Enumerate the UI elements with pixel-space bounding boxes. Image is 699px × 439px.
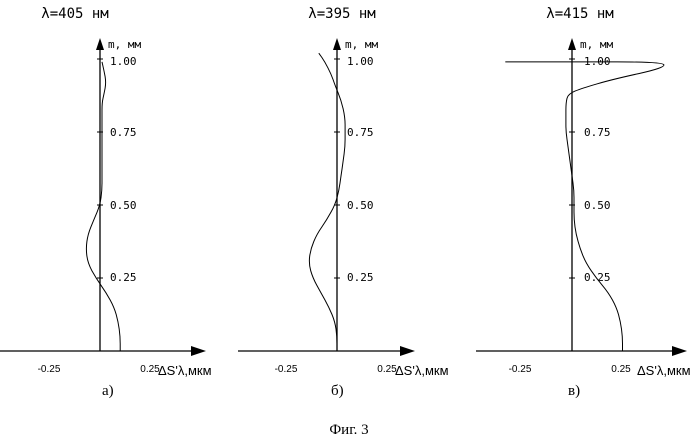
y-tick-label: 0.75: [110, 126, 137, 139]
y-axis-label: m, мм: [580, 38, 613, 51]
x-axis-arrow-icon: [191, 346, 206, 356]
figure-caption: Фиг. 3: [329, 422, 368, 438]
x-tick-label: -0.25: [509, 364, 532, 375]
x-tick-label: -0.25: [275, 364, 298, 375]
y-tick-label: 0.50: [584, 199, 611, 212]
chart-panel-b: λ=395 нм m, мм 0.25 0.50 0.75 1.00 -0.25…: [238, 6, 449, 399]
chart-title: λ=395 нм: [308, 6, 376, 22]
y-tick-label: 0.75: [584, 126, 611, 139]
y-tick-label: 0.25: [347, 271, 374, 284]
chart-title: λ=405 нм: [41, 6, 109, 22]
x-tick-label: 0.25: [611, 364, 631, 375]
y-tick-label: 1.00: [347, 55, 374, 68]
chart-panel-v: λ=415 нм m, мм 0.25 0.50 0.75 1.00 -0.25…: [476, 6, 691, 399]
panel-label: а): [102, 383, 114, 399]
x-axis-label: ΔS'λ,мкм: [395, 363, 449, 378]
y-axis-label: m, мм: [345, 38, 378, 51]
y-tick-label: 1.00: [110, 55, 137, 68]
chart-panel-a: λ=405 нм m, мм 0.25 0.50 0.75 1.00 -0.25…: [0, 6, 212, 399]
x-axis-arrow-icon: [672, 346, 687, 356]
panel-label: б): [331, 383, 344, 399]
x-tick-label: -0.25: [38, 364, 61, 375]
chart-title: λ=415 нм: [546, 6, 614, 22]
y-axis-arrow-icon: [96, 38, 104, 50]
y-tick-label: 0.75: [347, 126, 374, 139]
y-axis-arrow-icon: [568, 38, 576, 50]
y-tick-label: 0.50: [110, 199, 137, 212]
series-line: [309, 53, 345, 351]
y-tick-label: 0.25: [584, 271, 611, 284]
panel-label: в): [568, 383, 580, 399]
y-axis-label: m, мм: [108, 38, 141, 51]
y-axis-arrow-icon: [333, 38, 341, 50]
x-axis-label: ΔS'λ,мкм: [637, 363, 691, 378]
y-tick-label: 0.50: [347, 199, 374, 212]
x-axis-arrow-icon: [400, 346, 415, 356]
x-axis-label: ΔS'λ,мкм: [158, 363, 212, 378]
y-tick-label: 0.25: [110, 271, 137, 284]
